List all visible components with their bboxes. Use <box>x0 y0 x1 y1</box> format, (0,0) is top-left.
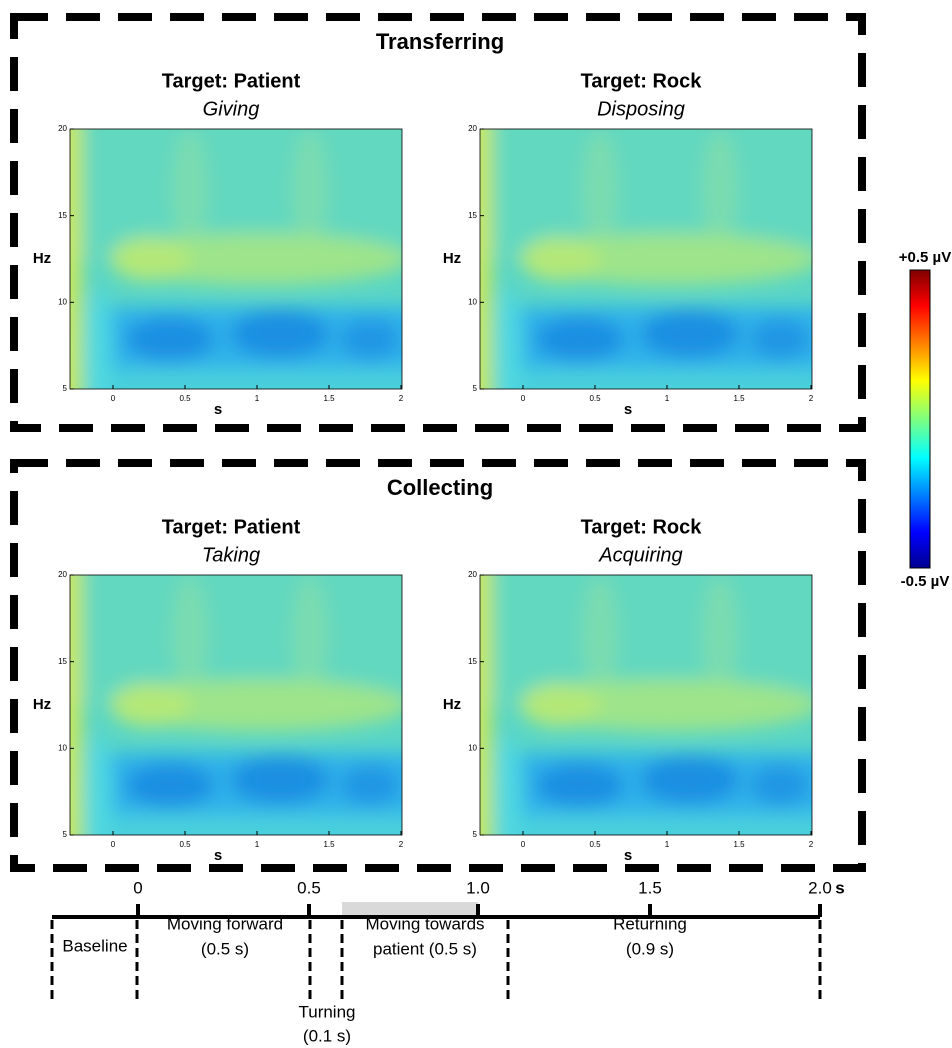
x-tick-label: 0 <box>111 394 116 403</box>
colorbar-max: +0.5 µV <box>899 249 951 266</box>
x-axis-label: s <box>624 847 632 864</box>
x-tick-label: 1.5 <box>323 840 335 849</box>
colorbar-min: -0.5 µV <box>901 573 950 590</box>
x-tick-label: 2 <box>399 394 404 403</box>
x-tick-label: 2 <box>809 840 814 849</box>
y-tick-label: 15 <box>468 211 477 220</box>
panel-action: Taking <box>202 544 260 566</box>
y-tick-label: 10 <box>468 297 477 306</box>
panel-target: Target: Rock <box>581 70 703 92</box>
y-tick-label: 5 <box>63 384 68 393</box>
phase-duration: patient (0.5 s) <box>373 939 477 958</box>
phase-duration: (0.5 s) <box>201 939 249 958</box>
x-tick-label: 1.5 <box>323 394 335 403</box>
y-tick-label: 10 <box>58 297 67 306</box>
phase-label: Moving forward <box>167 914 283 933</box>
y-tick-label: 15 <box>468 657 477 666</box>
x-tick-label: 0 <box>521 840 526 849</box>
x-tick-label: 2 <box>809 394 814 403</box>
y-axis-label: Hz <box>33 250 51 267</box>
y-tick-label: 20 <box>58 570 67 579</box>
y-tick-label: 20 <box>468 124 477 133</box>
panel-target: Target: Patient <box>162 516 301 538</box>
phase-duration: (0.9 s) <box>626 939 674 958</box>
phase-label: Moving towards <box>365 914 484 933</box>
x-tick-label: 2 <box>399 840 404 849</box>
x-tick-label: 1.5 <box>733 394 745 403</box>
heatmap <box>460 555 840 875</box>
y-tick-label: 10 <box>468 743 477 752</box>
figure: +0.5 µV -0.5 µV Transferring Target: Pati… <box>0 0 952 1048</box>
x-tick-label: 0.5 <box>589 394 601 403</box>
y-tick-label: 5 <box>63 830 68 839</box>
timeline-tick-label: 1.0 <box>466 878 490 897</box>
group-title: Transferring <box>376 29 504 54</box>
x-tick-label: 1 <box>665 840 670 849</box>
panel-action: Acquiring <box>598 544 682 566</box>
y-tick-label: 20 <box>468 570 477 579</box>
panel-action: Disposing <box>597 98 685 120</box>
x-tick-label: 0 <box>111 840 116 849</box>
group-title: Collecting <box>387 475 493 500</box>
timeline-tick-label: 0 <box>133 878 142 897</box>
phase-label: Returning <box>613 914 687 933</box>
x-axis-label: s <box>624 401 632 418</box>
x-tick-label: 1.5 <box>733 840 745 849</box>
heatmap <box>460 109 840 429</box>
phase-label: Baseline <box>62 936 127 955</box>
y-tick-label: 5 <box>473 830 478 839</box>
heatmap <box>50 109 430 429</box>
timeline-unit: s <box>835 878 844 897</box>
panel-target: Target: Rock <box>581 516 703 538</box>
y-axis-label: Hz <box>443 696 461 713</box>
timeline-tick-label: 1.5 <box>638 878 662 897</box>
phase-duration: (0.1 s) <box>303 1026 351 1045</box>
x-tick-label: 1 <box>255 840 260 849</box>
panel-action: Giving <box>203 98 260 120</box>
y-tick-label: 10 <box>58 743 67 752</box>
x-axis-label: s <box>214 847 222 864</box>
x-tick-label: 0.5 <box>179 394 191 403</box>
panel-target: Target: Patient <box>162 70 301 92</box>
timeline-tick-label: 0.5 <box>297 878 321 897</box>
colorbar <box>910 270 930 568</box>
x-tick-label: 1 <box>665 394 670 403</box>
y-tick-label: 15 <box>58 657 67 666</box>
x-axis-label: s <box>214 401 222 418</box>
y-tick-label: 20 <box>58 124 67 133</box>
x-tick-label: 0.5 <box>589 840 601 849</box>
x-tick-label: 0.5 <box>179 840 191 849</box>
y-tick-label: 5 <box>473 384 478 393</box>
y-axis-label: Hz <box>33 696 51 713</box>
x-tick-label: 0 <box>521 394 526 403</box>
y-tick-label: 15 <box>58 211 67 220</box>
timeline-tick-label: 2.0 <box>808 878 832 897</box>
phase-label: Turning <box>298 1002 355 1021</box>
heatmap <box>50 555 430 875</box>
x-tick-label: 1 <box>255 394 260 403</box>
y-axis-label: Hz <box>443 250 461 267</box>
